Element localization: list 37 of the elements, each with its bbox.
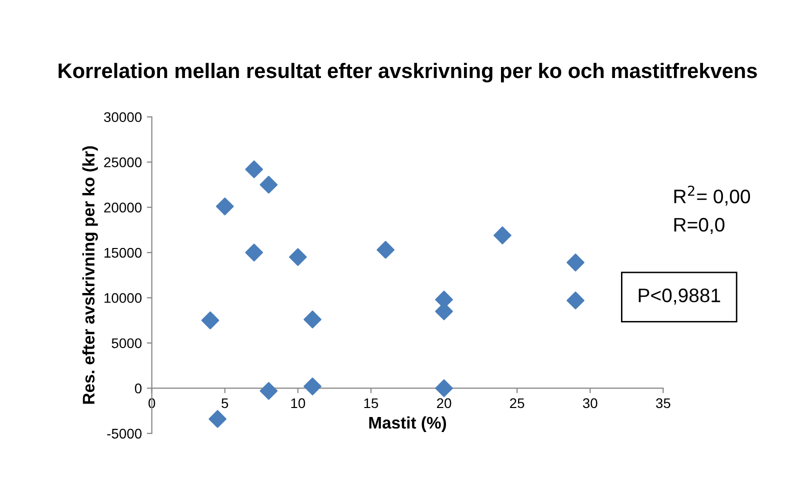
x-tick-label: 25 [510,398,524,408]
text: R$^{2}$= 0,00 [674,186,750,206]
point [289,248,307,266]
x-tick-label: 35 [656,398,670,408]
point [566,254,584,272]
annotation: P<0,9881 [638,288,720,305]
point [216,198,234,216]
point [304,310,322,328]
point [260,382,278,400]
point [494,226,512,244]
y-tick-label: 30000 [104,112,142,122]
x-tick-label: 0 [148,398,156,408]
point [245,160,263,178]
point [376,240,394,259]
point [304,377,322,396]
text: R=0,0 [674,218,724,234]
chart-title: Korrelation mellan resultat efter avskrivning per ko och mastitfrekvens [58,62,757,82]
y-tick-label: 0 [134,384,142,394]
x-tick-label: 10 [291,398,306,408]
y-tick-label: 5000 [112,338,142,348]
point [435,379,453,398]
y-tick-label: 15000 [104,248,142,258]
y-tick-label: 25000 [104,157,142,168]
point [201,311,220,330]
y-tick-label: 20000 [104,202,142,212]
x-tick-label: 5 [222,398,228,408]
point [566,292,584,310]
x-tick-label: 15 [364,398,378,408]
point [208,410,226,428]
point [260,176,278,194]
x-axis-title: Mastit (%) [369,416,446,432]
y-tick-label: -5000 [107,428,142,439]
x-tick-label: 20 [436,398,452,408]
y-axis-title: Res. efter avskrivning per ko (kr) [82,146,98,404]
y-tick-label: 10000 [104,293,142,303]
point [245,244,263,262]
x-tick-label: 30 [582,398,598,408]
